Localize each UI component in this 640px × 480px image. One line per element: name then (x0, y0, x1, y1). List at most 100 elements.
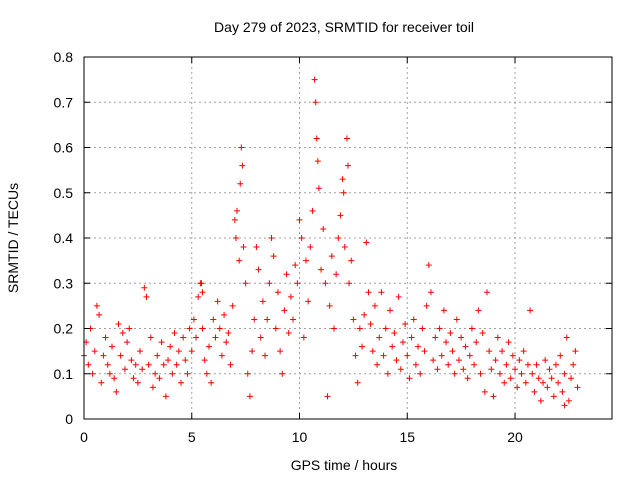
data-point (257, 334, 264, 341)
data-point (292, 262, 299, 269)
data-point (546, 366, 553, 373)
data-point (322, 280, 329, 287)
data-point (242, 280, 249, 287)
data-point (458, 334, 465, 341)
data-point (124, 339, 131, 346)
data-point (199, 325, 206, 332)
data-point (533, 361, 540, 368)
data-point (184, 370, 191, 377)
data-point (499, 348, 506, 355)
data-point (432, 334, 439, 341)
data-point (535, 375, 542, 382)
data-point (486, 348, 493, 355)
data-point (313, 135, 320, 142)
x-axis-label: GPS time / hours (291, 457, 398, 473)
data-point (352, 352, 359, 359)
data-point (218, 352, 225, 359)
data-point (270, 253, 277, 260)
data-point (216, 325, 223, 332)
data-point (320, 225, 327, 232)
data-point (464, 375, 471, 382)
chart-title: Day 279 of 2023, SRMTID for receiver toi… (214, 19, 474, 35)
data-point (311, 76, 318, 83)
data-point (359, 343, 366, 350)
data-point (419, 325, 426, 332)
data-point (240, 244, 247, 251)
data-point (374, 361, 381, 368)
data-point (333, 271, 340, 278)
data-point (447, 330, 454, 337)
data-point (318, 266, 325, 273)
data-point (361, 311, 368, 318)
data-point (378, 289, 385, 296)
data-point (561, 370, 568, 377)
data-point (430, 357, 437, 364)
data-point (274, 289, 281, 296)
data-point (475, 307, 482, 314)
data-point (462, 343, 469, 350)
data-point (104, 361, 111, 368)
data-point (443, 339, 450, 346)
data-point (177, 379, 184, 386)
data-point (272, 325, 279, 332)
data-point (365, 289, 372, 296)
data-point (404, 352, 411, 359)
data-point (389, 343, 396, 350)
data-point (505, 339, 512, 346)
data-point (165, 357, 172, 364)
axis-tick-labels: 0 5 10 15 20 0 0.1 0.2 0.3 0.4 0.5 0.6 0.7 0.8 (54, 49, 523, 445)
data-point (501, 379, 508, 386)
data-point (281, 307, 288, 314)
data-point (570, 361, 577, 368)
data-point (552, 361, 559, 368)
data-point (149, 384, 156, 391)
data-point (128, 357, 135, 364)
data-point (384, 370, 391, 377)
data-point (249, 348, 256, 355)
data-point (434, 366, 441, 373)
data-point (132, 361, 139, 368)
data-point (201, 357, 208, 364)
data-point (91, 348, 98, 355)
data-point (145, 361, 152, 368)
data-point (544, 384, 551, 391)
y-tick-label: 0.1 (54, 366, 74, 382)
data-point (339, 176, 346, 183)
data-point (186, 325, 193, 332)
data-point (214, 298, 221, 305)
y-tick-label: 0.4 (54, 230, 74, 246)
data-point (479, 330, 486, 337)
data-point (481, 388, 488, 395)
data-point (160, 361, 167, 368)
data-point (514, 384, 521, 391)
y-tick-label: 0.8 (54, 49, 74, 65)
data-point (408, 334, 415, 341)
data-point (238, 144, 245, 151)
data-point (246, 393, 253, 400)
data-point (259, 298, 266, 305)
data-point (111, 375, 118, 382)
data-point (324, 393, 331, 400)
data-point (89, 370, 96, 377)
data-point (309, 207, 316, 214)
data-point (561, 402, 568, 409)
data-point (268, 235, 275, 241)
data-point (143, 293, 150, 300)
data-point (395, 293, 402, 300)
data-point (477, 370, 484, 377)
data-point (451, 370, 458, 377)
data-point (193, 334, 200, 341)
data-point (167, 343, 174, 350)
data-point (188, 348, 195, 355)
data-point (559, 388, 566, 395)
data-point (208, 379, 215, 386)
data-point (113, 388, 120, 395)
data-point (279, 370, 286, 377)
data-point (106, 370, 113, 377)
data-point (343, 135, 350, 142)
data-point (369, 348, 376, 355)
data-point (210, 316, 217, 323)
data-point (255, 266, 262, 273)
data-point (266, 280, 273, 287)
data-point (574, 384, 581, 391)
